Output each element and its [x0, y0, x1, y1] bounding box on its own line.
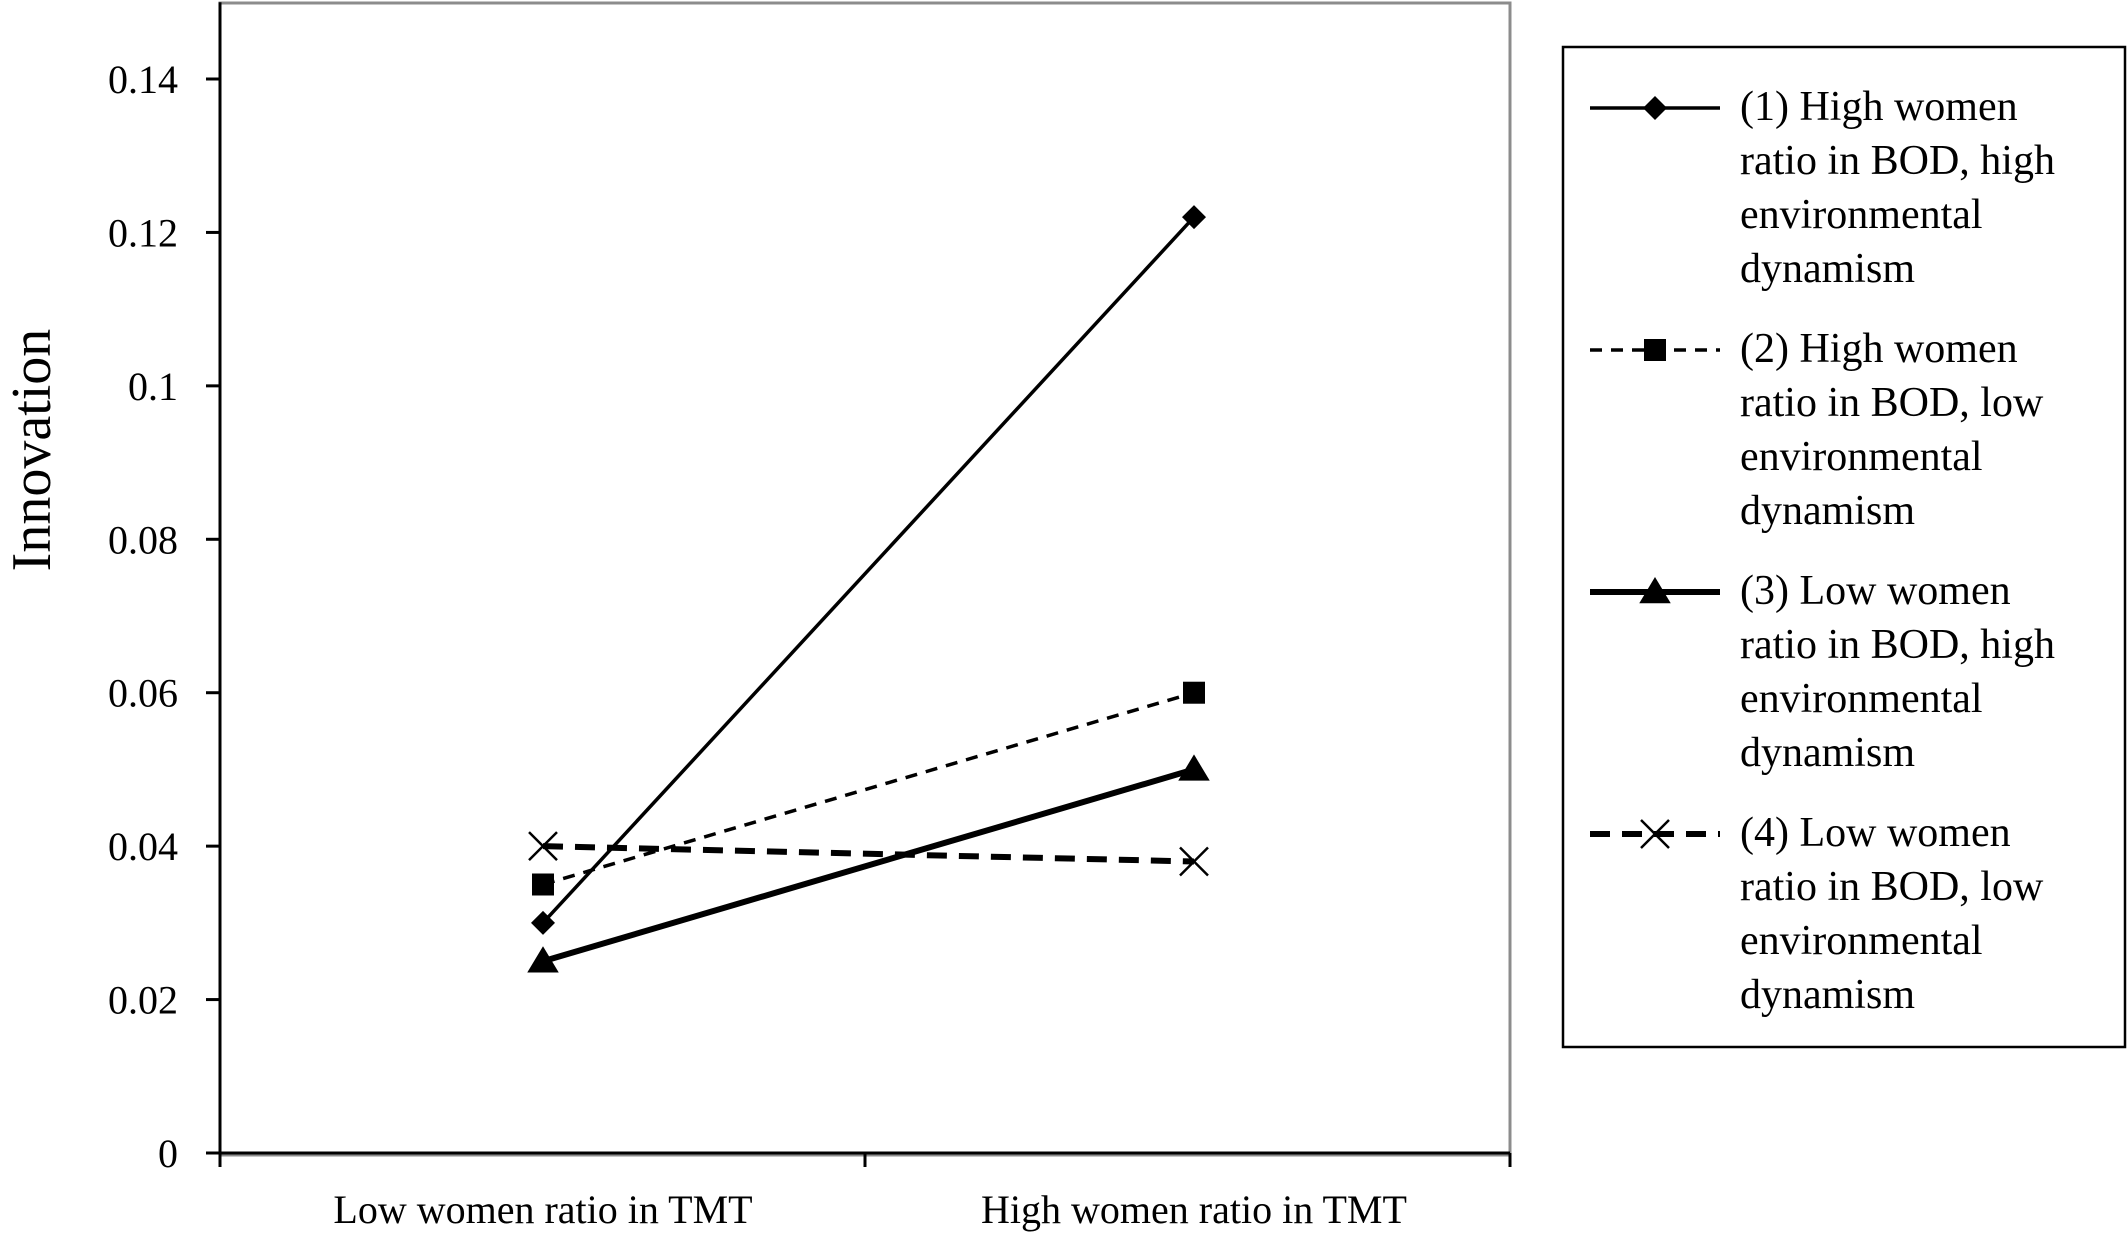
- legend-label: dynamism: [1740, 246, 1915, 292]
- y-tick-label: 0.14: [108, 57, 178, 102]
- y-tick-label: 0.1: [128, 364, 178, 409]
- x-marker: [1640, 819, 1670, 849]
- y-axis-title: Innovation: [1, 329, 63, 572]
- x-tick-label: High women ratio in TMT: [981, 1187, 1407, 1232]
- diamond-marker: [531, 910, 555, 935]
- x-marker: [528, 831, 558, 862]
- legend-entry-4: (4) Low women ratio in BOD, low environmen…: [1590, 810, 2044, 1018]
- series-2: [532, 681, 1205, 896]
- legend: (1) High women ratio in BOD, high environm…: [1561, 45, 2127, 1049]
- legend-label: ratio in BOD, high: [1740, 622, 2055, 668]
- legend-label: environmental: [1740, 918, 1983, 964]
- legend-label: environmental: [1740, 676, 1983, 722]
- diamond-marker: [1182, 205, 1206, 230]
- legend-label: ratio in BOD, low: [1740, 380, 2044, 426]
- axes: 0 0.02 0.04 0.06 0.08 0.1 0.12 0.14 Low women ra…: [108, 2, 1512, 1232]
- series-layer: [527, 205, 1210, 973]
- series-line: [541, 215, 1196, 925]
- y-tick-label: 0.02: [108, 978, 178, 1023]
- legend-label: ratio in BOD, low: [1740, 864, 2044, 910]
- legend-label: environmental: [1740, 192, 1983, 238]
- legend-label: (3) Low women: [1740, 568, 2011, 614]
- series-1: [531, 205, 1206, 935]
- legend-label: environmental: [1740, 434, 1983, 480]
- square-marker: [532, 873, 554, 896]
- y-tick-label: 0.06: [108, 671, 178, 716]
- legend-box: [1561, 45, 2127, 1049]
- square-marker: [1644, 339, 1666, 361]
- diamond-marker: [1643, 96, 1667, 120]
- y-tick-label: 0: [158, 1131, 178, 1176]
- y-tick-label: 0.12: [108, 210, 178, 255]
- triangle-marker: [1178, 754, 1210, 781]
- legend-entry-3: (3) Low women ratio in BOD, high environme…: [1590, 568, 2055, 776]
- legend-label: dynamism: [1740, 972, 1915, 1018]
- legend-label: ratio in BOD, high: [1740, 138, 2055, 184]
- legend-label: (2) High women: [1740, 326, 2018, 372]
- legend-label: (1) High women: [1740, 84, 2018, 130]
- legend-label: dynamism: [1740, 730, 1915, 776]
- square-marker: [1183, 681, 1205, 704]
- legend-label: dynamism: [1740, 488, 1915, 534]
- legend-entry-1: (1) High women ratio in BOD, high environm…: [1590, 84, 2055, 292]
- series-line: [542, 691, 1195, 887]
- series-3: [527, 754, 1210, 973]
- legend-entry-2: (2) High women ratio in BOD, low environme…: [1590, 326, 2044, 534]
- y-tick-label: 0.04: [108, 824, 178, 869]
- x-tick-label: Low women ratio in TMT: [333, 1187, 752, 1232]
- y-tick-label: 0.08: [108, 517, 178, 562]
- series-4: [528, 831, 1209, 877]
- series-line: [542, 843, 1195, 865]
- series-line: [542, 766, 1195, 965]
- legend-label: (4) Low women: [1740, 810, 2011, 856]
- triangle-marker: [1639, 577, 1671, 604]
- triangle-marker: [527, 946, 559, 973]
- x-marker: [1179, 846, 1209, 877]
